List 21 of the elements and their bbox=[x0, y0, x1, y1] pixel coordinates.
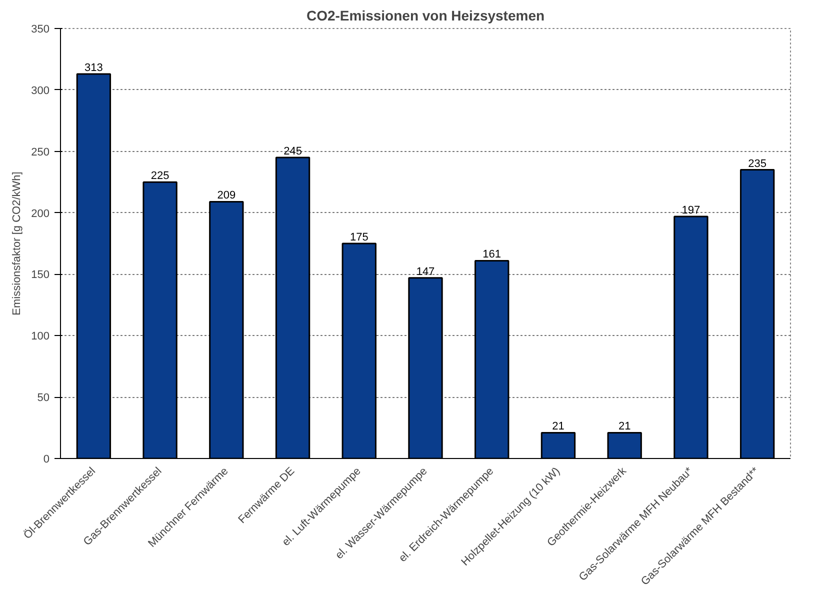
data-label: 235 bbox=[748, 158, 766, 170]
data-label: 245 bbox=[284, 146, 302, 158]
data-label: 209 bbox=[217, 190, 236, 202]
y-tick-label: 0 bbox=[43, 454, 50, 466]
data-label: 313 bbox=[84, 62, 103, 74]
y-tick-label: 350 bbox=[31, 24, 50, 36]
y-tick-label: 100 bbox=[31, 330, 50, 343]
y-tick-label: 250 bbox=[31, 146, 50, 158]
data-label: 147 bbox=[416, 266, 435, 278]
y-tick-label: 300 bbox=[31, 84, 50, 97]
data-label: 21 bbox=[552, 420, 564, 433]
chart-title: CO2-Emissionen von Heizsystemen bbox=[306, 8, 545, 24]
y-axis-title: Emissionsfaktor [g CO2/kWh] bbox=[11, 172, 24, 316]
data-label: 175 bbox=[350, 232, 368, 244]
data-label: 197 bbox=[682, 204, 700, 216]
y-tick-label: 50 bbox=[37, 392, 50, 404]
y-tick-label: 150 bbox=[31, 269, 50, 282]
data-label: 21 bbox=[618, 420, 631, 433]
data-label: 161 bbox=[482, 248, 502, 261]
data-label: 225 bbox=[150, 170, 170, 182]
y-tick-label: 200 bbox=[31, 208, 50, 220]
